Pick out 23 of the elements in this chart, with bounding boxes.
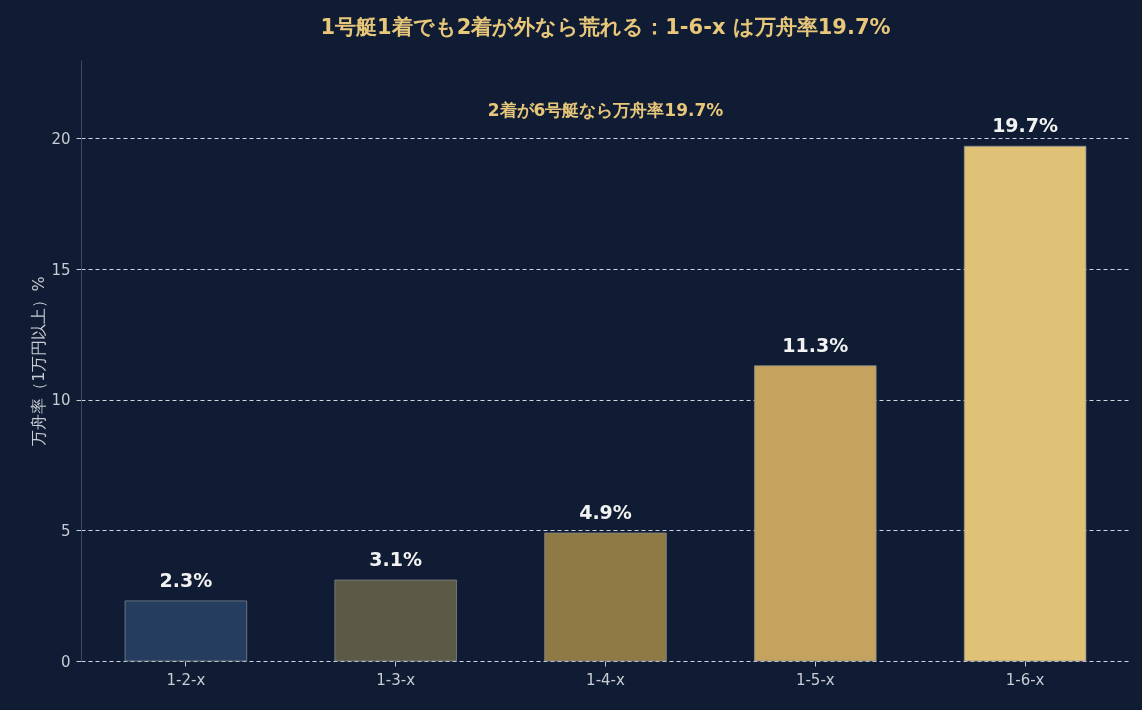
y-tick-label: 20: [51, 129, 71, 148]
bar: [963, 145, 1087, 662]
data-label: 4.9%: [579, 500, 632, 523]
data-label: 11.3%: [782, 333, 849, 356]
data-label: 3.1%: [369, 548, 423, 570]
y-tick-label: 10: [51, 391, 71, 410]
x-tick-label: 1-4-x: [586, 670, 626, 689]
x-tick-label: 1-2-x: [166, 670, 206, 689]
bar: [334, 579, 458, 662]
y-tick-label: 15: [51, 260, 71, 279]
data-label: 2.3%: [159, 568, 213, 591]
y-tick-label: 5: [60, 521, 71, 540]
y-axis-title: 万舟率（1万円以上）%: [29, 276, 49, 446]
bar: [544, 532, 667, 662]
bar: [753, 365, 877, 662]
data-label: 19.7%: [992, 114, 1059, 137]
bar: [124, 600, 248, 662]
x-tick-label: 1-6-x: [1005, 670, 1045, 689]
x-tick-label: 1-5-x: [795, 670, 835, 689]
annotation: 2着が6号艇なら万舟率19.7%: [487, 100, 724, 120]
y-tick-label: 0: [60, 652, 71, 671]
x-tick-label: 1-3-x: [376, 670, 416, 689]
chart-title: 1号艇1着でも2着が外なら荒れる：1-6-x は万舟率19.7%: [320, 15, 891, 39]
